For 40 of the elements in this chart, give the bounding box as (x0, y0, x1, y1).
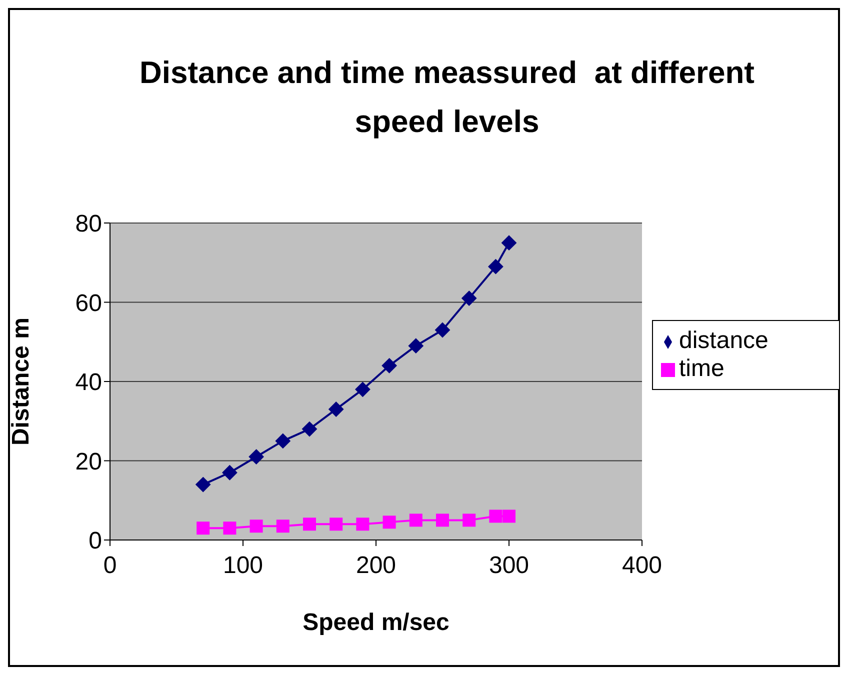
point (435, 322, 450, 338)
point (489, 510, 502, 523)
point (196, 522, 210, 535)
point (488, 259, 504, 274)
x-tick-label: 400 (622, 552, 662, 580)
y-tick-label: 80 (75, 210, 102, 238)
x-tick-label: 100 (222, 552, 264, 580)
point (409, 514, 422, 527)
y-axis-title: Distance m (8, 317, 35, 446)
legend-label: time (679, 355, 724, 382)
point (248, 449, 264, 464)
chart-title: Distance and time meassured at different speed levels (138, 54, 756, 141)
point (355, 382, 370, 397)
point (382, 358, 397, 374)
x-tick-label: 200 (356, 552, 396, 580)
point (408, 338, 424, 354)
y-tick-label: 0 (88, 528, 102, 555)
point (250, 520, 263, 533)
y-tick-label: 60 (75, 290, 102, 317)
y-tick-label: 40 (75, 369, 102, 396)
point (356, 518, 370, 531)
y-tick-label: 20 (75, 448, 102, 476)
point (502, 235, 516, 250)
point (462, 290, 477, 306)
point (328, 402, 344, 417)
point (276, 520, 290, 533)
point (302, 422, 317, 437)
point (275, 433, 290, 448)
point (436, 514, 449, 527)
point (330, 518, 343, 531)
point (222, 465, 238, 480)
legend-label: distance (679, 327, 768, 354)
x-tick-label: 300 (488, 552, 530, 580)
point (502, 510, 516, 523)
point (196, 477, 211, 492)
point (382, 516, 396, 529)
x-axis-title: Speed m/sec (302, 609, 450, 636)
point (223, 522, 236, 535)
point (462, 514, 476, 527)
point (303, 518, 316, 531)
